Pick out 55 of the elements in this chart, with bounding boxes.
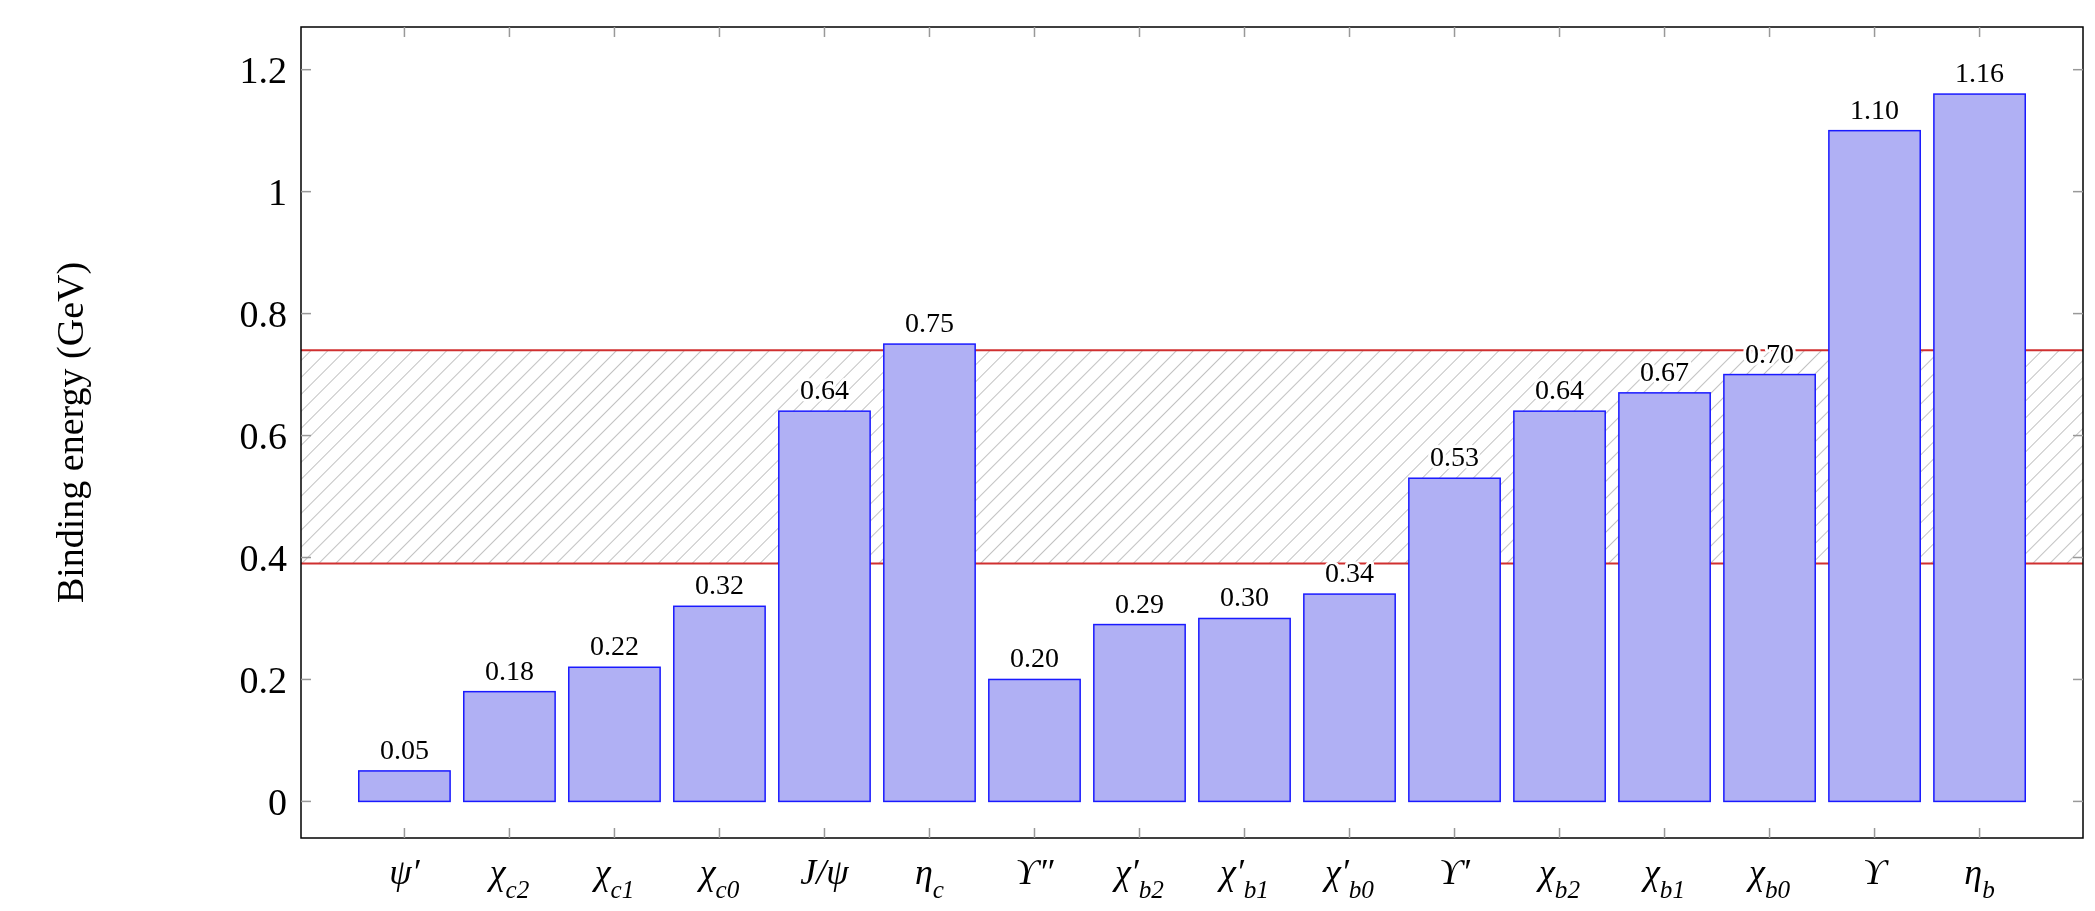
bar: [1828, 129, 1921, 803]
bar: [1933, 93, 2026, 803]
bar: [358, 770, 451, 803]
x-tick-label: χ$_{c2}$: [486, 852, 530, 903]
data-label: 0.32: [694, 569, 744, 601]
data-label: 1.10: [1850, 93, 1900, 125]
data-label: 0.22: [589, 630, 639, 662]
data-label: 0.05: [379, 733, 429, 765]
bar: [1408, 477, 1501, 803]
y-tick-label: 1: [268, 170, 287, 213]
data-label: 0.53: [1430, 441, 1480, 473]
data-label: 0.30: [1220, 581, 1269, 613]
bar: [778, 410, 871, 803]
x-tick-label: χ$_{b2}$: [1536, 852, 1581, 903]
x-tick-label: J/ψ: [800, 852, 850, 892]
bar: [988, 678, 1081, 803]
bar: [568, 666, 661, 803]
bar: [1723, 373, 1816, 803]
data-label: 0.75: [904, 307, 954, 339]
x-tick-label: χ$_{b0}$: [1746, 852, 1791, 903]
data-label: 0.64: [1535, 374, 1585, 406]
x-tick-label: ϒ: [1863, 852, 1890, 892]
bar: [1198, 617, 1291, 803]
bar: [463, 690, 556, 803]
data-label: 1.16: [1955, 57, 2005, 89]
data-label: 0.64: [799, 374, 849, 406]
x-tick-label: ϒ″: [1015, 852, 1055, 892]
y-tick-label: 0: [268, 780, 287, 823]
data-label: 0.67: [1640, 355, 1690, 387]
x-tick-label: χ$_{c0}$: [696, 852, 740, 903]
data-label: 0.34: [1325, 557, 1375, 589]
bar: [1303, 593, 1396, 803]
x-tick-label: χ′$_{b2}$: [1112, 852, 1165, 903]
y-tick-label: 0.4: [239, 536, 287, 579]
x-tick-label: χ$_{c1}$: [591, 852, 635, 903]
y-axis-title: Binding energy (GeV): [49, 261, 92, 604]
bar: [1618, 392, 1711, 803]
x-tick-label: χ′$_{b1}$: [1217, 852, 1269, 903]
data-label: 0.20: [1009, 642, 1059, 674]
x-tick-label: ψ′: [389, 852, 421, 892]
bar: [883, 343, 976, 803]
x-tick-label: χ′$_{b0}$: [1322, 852, 1375, 903]
bar: [1093, 623, 1186, 803]
x-tick-label: η$_{c}$: [914, 852, 944, 903]
bar: [673, 605, 766, 803]
y-tick-label: 0.8: [239, 292, 287, 335]
data-label: 0.29: [1115, 587, 1164, 619]
x-tick-label: ϒ′: [1439, 852, 1472, 892]
y-tick-label: 0.6: [239, 414, 287, 457]
x-tick-label: χ$_{b1}$: [1641, 852, 1686, 903]
x-tick-label: η$_{b}$: [1964, 852, 1995, 903]
bar: [1513, 410, 1606, 803]
y-tick-label: 0.2: [239, 658, 287, 701]
data-label: 0.18: [484, 654, 534, 686]
y-tick-label: 1.2: [239, 48, 287, 91]
